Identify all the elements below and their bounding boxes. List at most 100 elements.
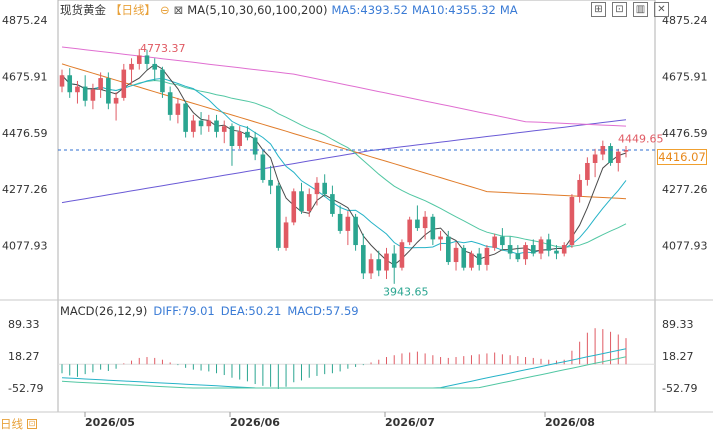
macd-label[interactable]: MACD(26,12,9): [60, 304, 148, 318]
candle-body: [206, 120, 212, 127]
candle-body: [106, 78, 111, 104]
y-tick-right: 4277.26: [662, 183, 708, 196]
candle-body: [623, 149, 629, 152]
candle-body: [152, 63, 158, 70]
candle-body: [175, 103, 181, 115]
x-axis-label: 2026/05: [85, 416, 135, 429]
macd-tick-right: 18.27: [662, 350, 694, 363]
candle-body: [237, 131, 242, 147]
macd-tick-left: 18.27: [8, 350, 40, 363]
dea-value: DEA:50.21: [220, 304, 282, 318]
candle-body: [75, 86, 80, 93]
ma100-line: [61, 63, 627, 200]
candle-body: [245, 131, 250, 138]
candle-body: [98, 78, 103, 90]
candle-body: [507, 245, 513, 254]
candle-body: [113, 97, 119, 104]
ma5-line: [61, 63, 627, 266]
candle-body: [446, 236, 451, 263]
macd-diff-line: [61, 348, 627, 389]
candle-body: [422, 216, 428, 229]
grid-icon[interactable]: ⊞: [591, 2, 606, 17]
period-button[interactable]: 日线 ⊡: [0, 416, 48, 432]
ma-label[interactable]: MA(5,10,30,60,100,200): [187, 3, 328, 17]
candle-body: [585, 162, 590, 180]
candle-body: [167, 92, 173, 115]
period-label[interactable]: 【日线】: [110, 3, 156, 17]
candle-body: [90, 89, 96, 101]
candle-body: [322, 182, 327, 195]
low-annotation: 3943.65: [383, 286, 429, 299]
candle-body: [523, 245, 528, 260]
candle-body: [546, 239, 552, 251]
macd-header: MACD(26,12,9) DIFF:79.01 DEA:50.21 MACD:…: [60, 304, 365, 318]
ma10-value: MA10:4355.32: [411, 3, 496, 17]
candle-body: [136, 55, 142, 64]
candle-body: [554, 250, 559, 254]
instrument-title: 现货黄金: [60, 3, 106, 17]
candle-body: [438, 236, 443, 240]
candle-body: [268, 179, 273, 186]
candle-body: [121, 69, 127, 98]
ma-settings-icon[interactable]: ⊠: [173, 3, 184, 17]
candle-body: [515, 253, 521, 260]
y-tick-left: 4875.24: [2, 14, 48, 27]
candle-body: [376, 259, 382, 271]
candle-body: [415, 219, 420, 229]
candle-body: [476, 253, 482, 265]
ma5-value: MA5:4393.52: [331, 3, 408, 17]
y-tick-right: 4875.24: [662, 14, 708, 27]
macd-value: MACD:57.59: [287, 304, 359, 318]
period-button-label: 日线: [0, 417, 23, 431]
settings-icon[interactable]: ⊖: [160, 3, 170, 17]
candle-body: [569, 196, 575, 246]
y-tick-right: 4675.91: [662, 70, 708, 83]
candle-body: [299, 191, 304, 212]
lock-icon: ⊡: [27, 419, 37, 429]
columns-icon[interactable]: ▥: [633, 2, 648, 17]
candle-body: [353, 216, 358, 246]
ma10-line: [61, 74, 627, 255]
candle-body: [399, 242, 405, 268]
indicator-icon[interactable]: ⊡: [612, 2, 627, 17]
candle-body: [337, 213, 343, 231]
ma200-line: [61, 119, 627, 204]
macd-tick-left: 89.33: [8, 318, 40, 331]
candle-body: [291, 191, 297, 223]
candle-body: [561, 245, 567, 254]
ma-more: MA: [499, 3, 518, 17]
candle-body: [276, 185, 281, 248]
candle-body: [183, 103, 188, 132]
candle-body: [252, 137, 258, 155]
candle-body: [430, 216, 436, 240]
macd-dea-line: [61, 356, 627, 389]
candle-body: [530, 245, 536, 254]
candle-body: [577, 179, 582, 197]
recent-high-annotation: 4449.65: [618, 132, 664, 145]
candle-body: [600, 146, 606, 155]
candle-body: [283, 222, 289, 248]
candle-body: [314, 182, 320, 195]
candle-body: [345, 216, 351, 231]
candle-body: [484, 247, 490, 265]
x-axis-label: 2026/06: [230, 416, 280, 429]
current-price-badge: 4416.07: [657, 149, 707, 165]
y-tick-left: 4476.59: [2, 127, 48, 140]
candle-body: [361, 245, 366, 274]
candle-body: [144, 55, 150, 64]
candle-body: [592, 154, 598, 163]
y-tick-left: 4277.26: [2, 183, 48, 196]
candle-body: [368, 259, 374, 274]
y-tick-left: 4077.93: [2, 240, 48, 253]
candle-body: [221, 126, 227, 132]
chart-toolbar: ⊞ ⊡ ▥ ✕: [585, 2, 669, 17]
close-icon[interactable]: ✕: [654, 2, 669, 17]
diff-value: DIFF:79.01: [153, 304, 215, 318]
x-axis-label: 2026/07: [385, 416, 435, 429]
candle-body: [82, 86, 88, 101]
candle-body: [538, 239, 544, 254]
candle-body: [469, 253, 474, 268]
candle-body: [407, 219, 412, 243]
candle-body: [330, 194, 335, 214]
